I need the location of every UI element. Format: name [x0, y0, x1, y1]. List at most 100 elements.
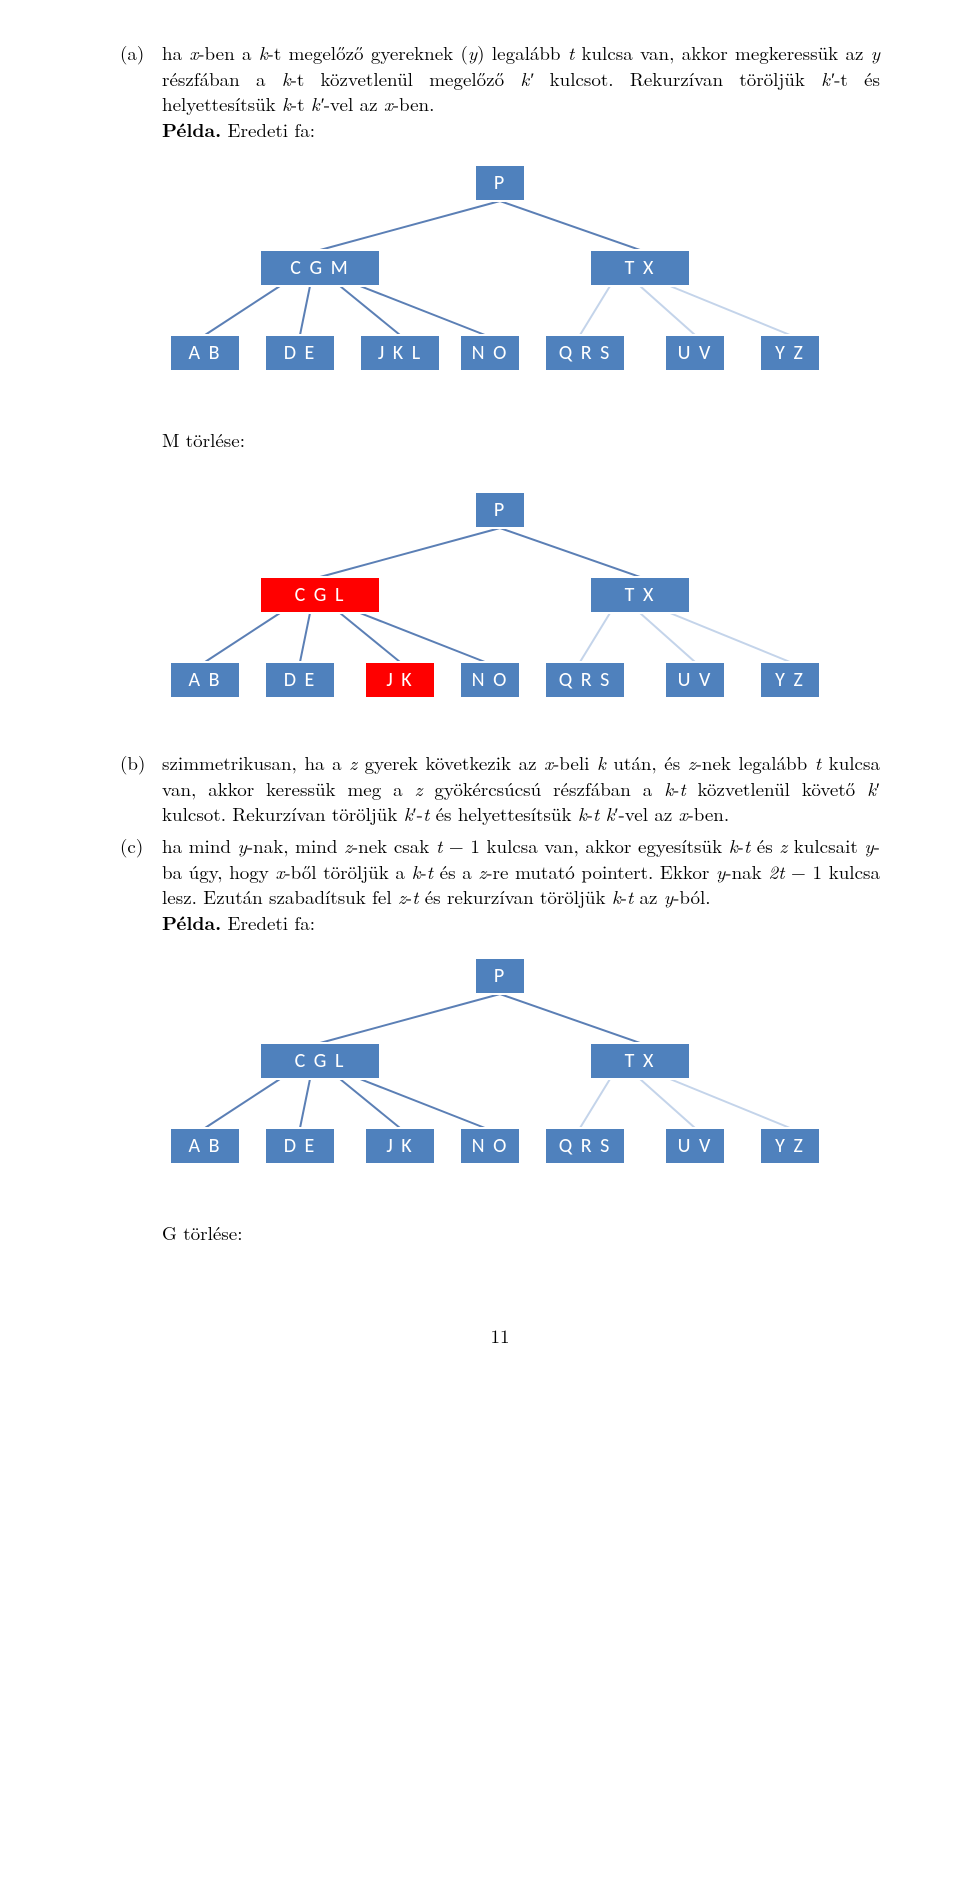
tree-node-label: A B: [189, 1133, 222, 1157]
label-c: (c): [120, 833, 162, 936]
tree-node-label: U V: [678, 340, 713, 364]
c-eredeti: Eredeti fa:: [221, 909, 315, 936]
a-t8: kulcsot. Rekurzívan töröljük: [533, 65, 821, 92]
a-t5: kulcsa van, akkor megkeressük az: [574, 39, 871, 66]
tree-node: Y Z: [760, 662, 820, 698]
label-b: (b): [120, 750, 162, 827]
tree-node-label: Q R S: [559, 1133, 612, 1157]
tree-edge: [500, 528, 640, 577]
tree-node: T X: [590, 1043, 690, 1079]
tree-node: T X: [590, 577, 690, 613]
tree-node: Y Z: [760, 335, 820, 371]
item-c: (c) ha mind y-nak, mind z-nek csak t − 1…: [120, 833, 880, 936]
tree2-wrap: P C G L T X A B D E J K N O Q R S U V Y Z: [120, 492, 880, 722]
a-kp2: k′: [821, 65, 834, 92]
tree-edge: [300, 1079, 310, 1128]
a-k1: k: [259, 39, 268, 66]
tree-edge: [320, 201, 500, 250]
a-kp3: k′: [311, 90, 324, 117]
tree-node: C G L: [260, 577, 380, 613]
tree-node: N O: [460, 335, 520, 371]
label-a: (a): [120, 40, 162, 143]
tree-node: C G M: [260, 250, 380, 286]
tree-edge: [300, 613, 310, 662]
tree-node: J K: [365, 1128, 435, 1164]
a-y1: y: [468, 39, 477, 66]
tree-edge: [300, 286, 310, 335]
tree-node-label: Y Z: [775, 1133, 805, 1157]
tree-node-label: J K: [386, 668, 413, 692]
item-a: (a) ha x-ben a k-t megelőző gyereknek (y…: [120, 40, 880, 143]
tree-node-label: C G L: [295, 583, 346, 607]
a-t7: -t közvetlenül megelőző: [291, 65, 521, 92]
tree-node: A B: [170, 335, 240, 371]
tree-node-label: Q R S: [559, 340, 612, 364]
tree-node: D E: [265, 1128, 335, 1164]
a-x1: x: [189, 39, 198, 66]
tree-edge: [360, 613, 485, 662]
tree-edge: [360, 286, 485, 335]
a-t2: -ben a: [198, 39, 259, 66]
tree-node: U V: [665, 662, 725, 698]
tree-node-label: Q R S: [559, 668, 612, 692]
tree1-caption-row: M törlése:: [120, 423, 880, 471]
a-x2: x: [384, 90, 393, 117]
tree-node-label: J K: [386, 1133, 413, 1157]
tree-node: Q R S: [545, 662, 625, 698]
a-t12: -ben.: [393, 90, 435, 117]
tree-node-label: T X: [625, 255, 656, 279]
tree-node: A B: [170, 662, 240, 698]
tree-node-label: D E: [284, 1133, 317, 1157]
tree-edge: [205, 613, 280, 662]
a-y2: y: [871, 39, 880, 66]
tree3-caption-row: G törlése:: [120, 1216, 880, 1264]
body-c: ha mind y-nak, mind z-nek csak t − 1 kul…: [162, 833, 880, 936]
tree-edge: [580, 1079, 610, 1128]
tree-edge: [580, 286, 610, 335]
tree-node: D E: [265, 335, 335, 371]
a-t11: -vel az: [324, 90, 384, 117]
a-kp1: k′: [520, 65, 533, 92]
tree-node: N O: [460, 1128, 520, 1164]
tree-edge: [340, 613, 400, 662]
tree-node-label: D E: [284, 340, 317, 364]
tree-node: P: [475, 492, 525, 528]
tree-edge: [320, 528, 500, 577]
tree-node: J K L: [360, 335, 440, 371]
a-t4: ) legalább: [477, 39, 568, 66]
b-text: szimmetrikusan, ha a z gyerek következik…: [162, 749, 880, 827]
tree-node-label: T X: [625, 1048, 656, 1072]
a-eredeti: Eredeti fa:: [221, 116, 315, 143]
tree-edge: [580, 613, 610, 662]
tree-edge: [500, 994, 640, 1043]
tree-edge: [500, 201, 640, 250]
tree3-wrap: P C G L T X A B D E J K N O Q R S U V Y Z: [120, 958, 880, 1188]
tree-node: Q R S: [545, 1128, 625, 1164]
tree-edge: [205, 1079, 280, 1128]
tree-node: Q R S: [545, 335, 625, 371]
a-t3: -t megelőző gyereknek (: [268, 39, 468, 66]
tree-node-label: U V: [678, 1133, 713, 1157]
tree-node: U V: [665, 335, 725, 371]
tree-node-label: D E: [284, 668, 317, 692]
tree-node: C G L: [260, 1043, 380, 1079]
tree-node-label: Y Z: [775, 668, 805, 692]
tree-node-label: P: [494, 498, 506, 522]
tree-edge: [320, 994, 500, 1043]
tree-node: J K: [365, 662, 435, 698]
c-pelda: Példa.: [162, 908, 221, 936]
tree-node-label: A B: [189, 340, 222, 364]
tree-edge: [205, 286, 280, 335]
tree-node-label: A B: [189, 668, 222, 692]
tree2: P C G L T X A B D E J K N O Q R S U V Y Z: [150, 492, 850, 722]
tree-node-label: N O: [472, 668, 509, 692]
tree-node-label: C G L: [295, 1048, 346, 1072]
tree-node: T X: [590, 250, 690, 286]
tree-node-label: N O: [472, 340, 509, 364]
a-pelda: Példa.: [162, 115, 221, 143]
a-k2: k: [282, 65, 291, 92]
tree-edge: [360, 1079, 485, 1128]
tree-node-label: P: [494, 963, 506, 987]
tree3: P C G L T X A B D E J K N O Q R S U V Y Z: [150, 958, 850, 1188]
tree-node-label: U V: [678, 668, 713, 692]
